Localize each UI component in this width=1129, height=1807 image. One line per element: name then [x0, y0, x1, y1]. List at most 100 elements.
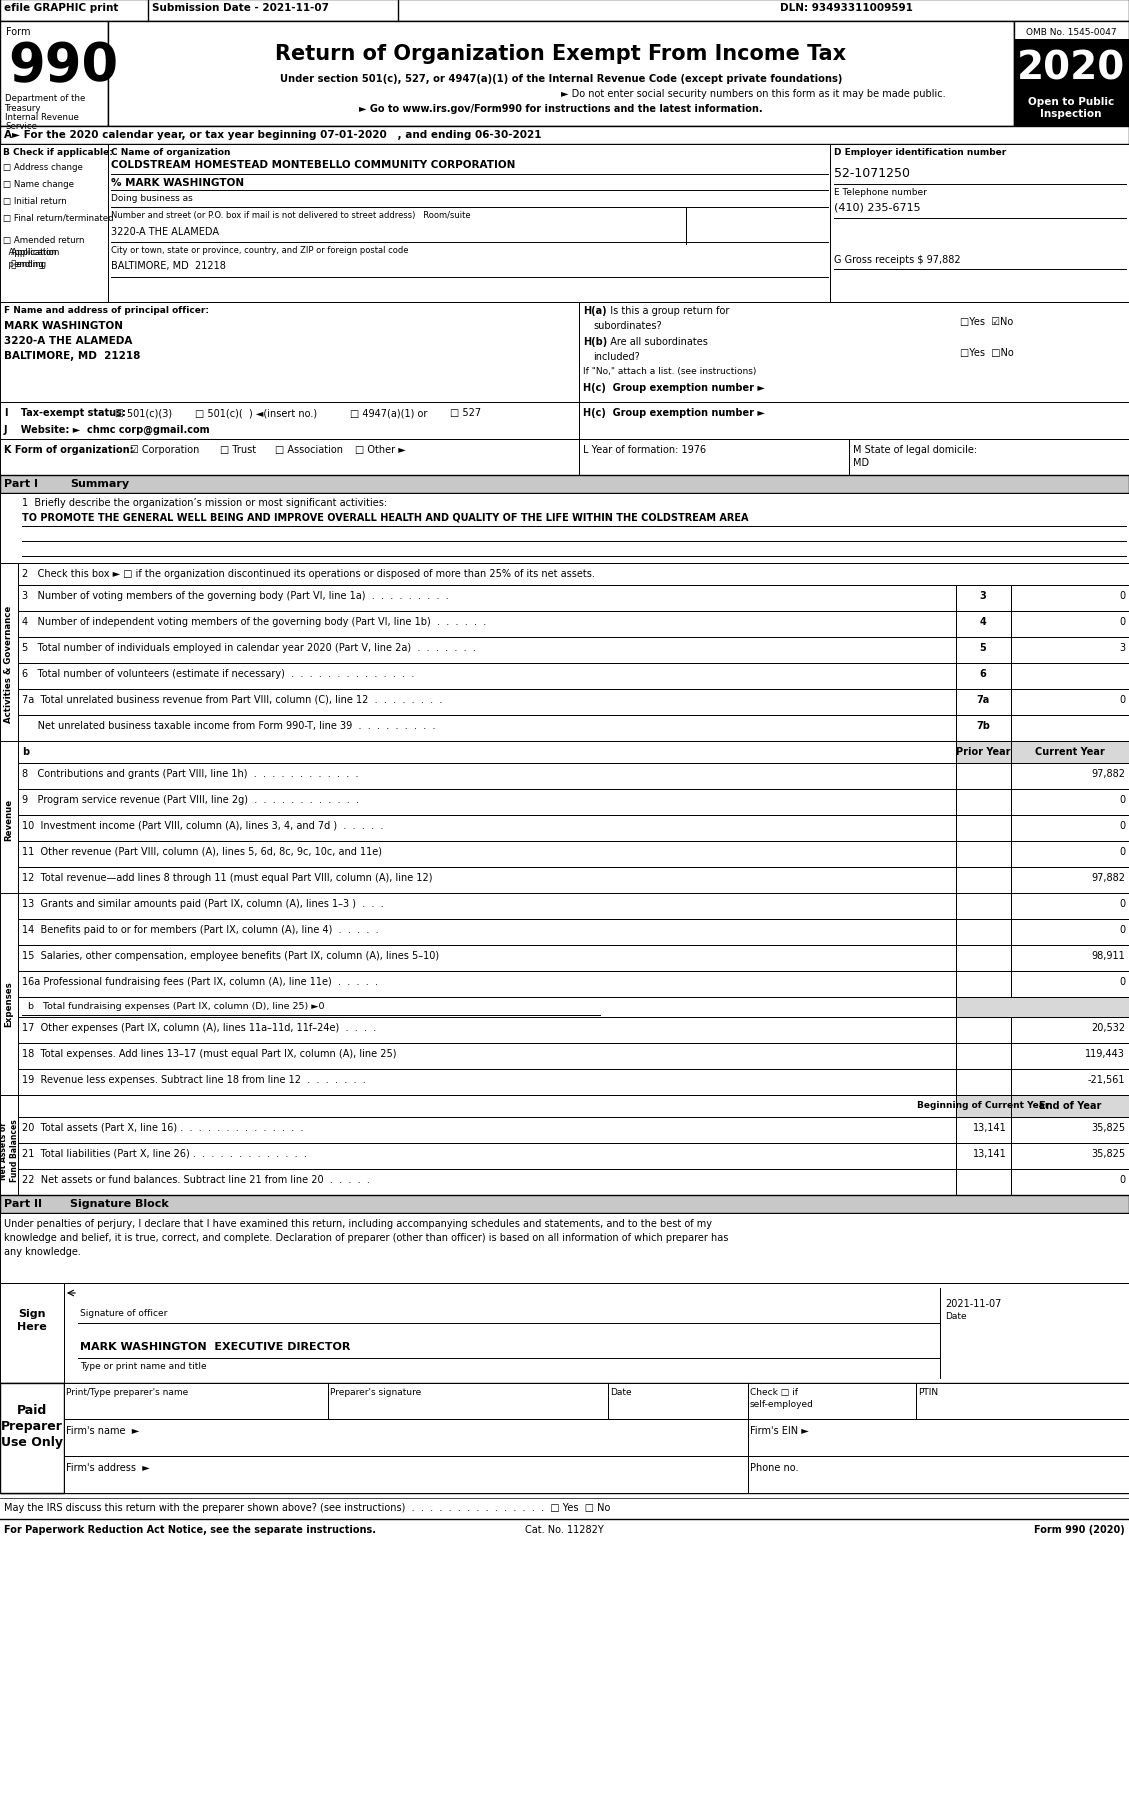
Bar	[830, 145, 1129, 304]
Bar	[0, 564, 18, 764]
Text: 3220-A THE ALAMEDA: 3220-A THE ALAMEDA	[5, 336, 132, 345]
Bar	[0, 126, 1129, 145]
Text: H(b): H(b)	[583, 336, 607, 347]
Text: subordinates?: subordinates?	[593, 322, 662, 331]
Bar	[18, 1070, 956, 1095]
Text: Submission Date - 2021-11-07: Submission Date - 2021-11-07	[152, 4, 329, 13]
Bar	[64, 1456, 749, 1493]
Text: End of Year: End of Year	[1039, 1100, 1101, 1109]
Text: 20  Total assets (Part X, line 16) .  .  .  .  .  .  .  .  .  .  .  .  .  .: 20 Total assets (Part X, line 16) . . . …	[21, 1122, 304, 1133]
Bar	[1010, 611, 1129, 638]
Bar	[579, 439, 849, 475]
Text: Website: ►  chmc corp@gmail.com: Website: ► chmc corp@gmail.com	[14, 425, 210, 435]
Bar	[0, 145, 108, 304]
Text: 35,825: 35,825	[1091, 1149, 1124, 1158]
Text: 17  Other expenses (Part IX, column (A), lines 11a–11d, 11f–24e)  .  .  .  .: 17 Other expenses (Part IX, column (A), …	[21, 1023, 376, 1032]
Text: 0: 0	[1119, 976, 1124, 987]
Text: 4: 4	[980, 616, 987, 627]
Bar	[0, 475, 1129, 493]
Text: Date: Date	[610, 1388, 631, 1397]
Text: Are all subordinates: Are all subordinates	[604, 336, 708, 347]
Text: □ 527: □ 527	[450, 408, 481, 417]
Bar	[1014, 22, 1129, 126]
Text: For Paperwork Reduction Act Notice, see the separate instructions.: For Paperwork Reduction Act Notice, see …	[5, 1523, 376, 1534]
Bar	[1010, 867, 1129, 893]
Text: MD: MD	[854, 457, 869, 468]
Text: b: b	[21, 746, 29, 757]
Bar	[916, 1382, 1129, 1418]
Text: L Year of formation: 1976: L Year of formation: 1976	[583, 445, 706, 455]
Bar	[64, 1418, 749, 1456]
Text: b   Total fundraising expenses (Part IX, column (D), line 25) ►0: b Total fundraising expenses (Part IX, c…	[21, 1001, 324, 1010]
Text: □ Amended return: □ Amended return	[3, 237, 85, 246]
Text: -21,561: -21,561	[1087, 1075, 1124, 1084]
Text: 0: 0	[1119, 846, 1124, 857]
Bar	[749, 1456, 1129, 1493]
Bar	[18, 1117, 956, 1144]
Text: Application: Application	[3, 248, 56, 257]
Text: 6   Total number of volunteers (estimate if necessary)  .  .  .  .  .  .  .  .  : 6 Total number of volunteers (estimate i…	[21, 669, 414, 679]
Bar	[1014, 40, 1129, 89]
Bar	[18, 611, 956, 638]
Bar	[0, 741, 18, 898]
Text: 2   Check this box ► □ if the organization discontinued its operations or dispos: 2 Check this box ► □ if the organization…	[21, 569, 595, 578]
Text: 14  Benefits paid to or for members (Part IX, column (A), line 4)  .  .  .  .  .: 14 Benefits paid to or for members (Part…	[21, 925, 378, 934]
Bar	[0, 1382, 1129, 1493]
Text: Type or print name and title: Type or print name and title	[80, 1361, 207, 1370]
Text: ⑰ending: ⑰ending	[3, 260, 46, 269]
Bar	[0, 1283, 64, 1382]
Bar	[108, 22, 1014, 126]
Text: 119,443: 119,443	[1085, 1048, 1124, 1059]
Bar	[0, 1283, 1129, 1382]
Text: Under section 501(c), 527, or 4947(a)(1) of the Internal Revenue Code (except pr: Under section 501(c), 527, or 4947(a)(1)…	[280, 74, 842, 83]
Text: 16a Professional fundraising fees (Part IX, column (A), line 11e)  .  .  .  .  .: 16a Professional fundraising fees (Part …	[21, 976, 378, 987]
Text: 35,825: 35,825	[1091, 1122, 1124, 1133]
Text: BALTIMORE, MD  21218: BALTIMORE, MD 21218	[5, 351, 140, 361]
Bar	[956, 1043, 1010, 1070]
Text: BALTIMORE, MD  21218: BALTIMORE, MD 21218	[111, 260, 226, 271]
Bar	[956, 1017, 1010, 1043]
Bar	[956, 638, 1010, 663]
Bar	[956, 893, 1010, 920]
Text: Application: Application	[3, 248, 60, 257]
Bar	[956, 585, 1010, 611]
Text: Paid: Paid	[17, 1404, 47, 1417]
Bar	[18, 997, 956, 1017]
Text: Check □ if: Check □ if	[750, 1388, 798, 1397]
Bar	[1010, 815, 1129, 842]
Text: 0: 0	[1119, 694, 1124, 705]
Bar	[956, 1117, 1010, 1144]
Bar	[18, 716, 956, 741]
Text: Signature of officer: Signature of officer	[80, 1308, 167, 1317]
Bar	[956, 690, 1010, 716]
Text: 8   Contributions and grants (Part VIII, line 1h)  .  .  .  .  .  .  .  .  .  . : 8 Contributions and grants (Part VIII, l…	[21, 768, 359, 779]
Bar	[18, 1017, 956, 1043]
Text: ☑ Corporation: ☑ Corporation	[130, 445, 200, 455]
Text: Firm's EIN ►: Firm's EIN ►	[750, 1426, 808, 1435]
Text: knowledge and belief, it is true, correct, and complete. Declaration of preparer: knowledge and belief, it is true, correc…	[5, 1232, 728, 1243]
Text: Cat. No. 11282Y: Cat. No. 11282Y	[525, 1523, 603, 1534]
Text: TO PROMOTE THE GENERAL WELL BEING AND IMPROVE OVERALL HEALTH AND QUALITY OF THE : TO PROMOTE THE GENERAL WELL BEING AND IM…	[21, 511, 749, 522]
Bar	[956, 1070, 1010, 1095]
Bar	[18, 638, 956, 663]
Bar	[1010, 1070, 1129, 1095]
Bar	[0, 1212, 1129, 1283]
Bar	[108, 145, 830, 304]
Text: 97,882: 97,882	[1091, 768, 1124, 779]
Bar	[64, 1382, 329, 1418]
Text: 21  Total liabilities (Part X, line 26) .  .  .  .  .  .  .  .  .  .  .  .  .: 21 Total liabilities (Part X, line 26) .…	[21, 1149, 307, 1158]
Bar	[956, 867, 1010, 893]
Bar	[609, 1382, 749, 1418]
Text: Prior Year: Prior Year	[956, 746, 1010, 757]
Bar	[956, 741, 1129, 764]
Bar	[0, 304, 579, 403]
Bar	[749, 1382, 916, 1418]
Text: Net Assets or
Fund Balances: Net Assets or Fund Balances	[0, 1119, 19, 1182]
Bar	[1010, 790, 1129, 815]
Text: 10  Investment income (Part VIII, column (A), lines 3, 4, and 7d )  .  .  .  .  : 10 Investment income (Part VIII, column …	[21, 820, 384, 831]
Text: 7a: 7a	[977, 694, 990, 705]
Bar	[1010, 690, 1129, 716]
Text: Summary: Summary	[70, 479, 129, 488]
Text: 20,532: 20,532	[1091, 1023, 1124, 1032]
Text: 990: 990	[8, 40, 119, 92]
